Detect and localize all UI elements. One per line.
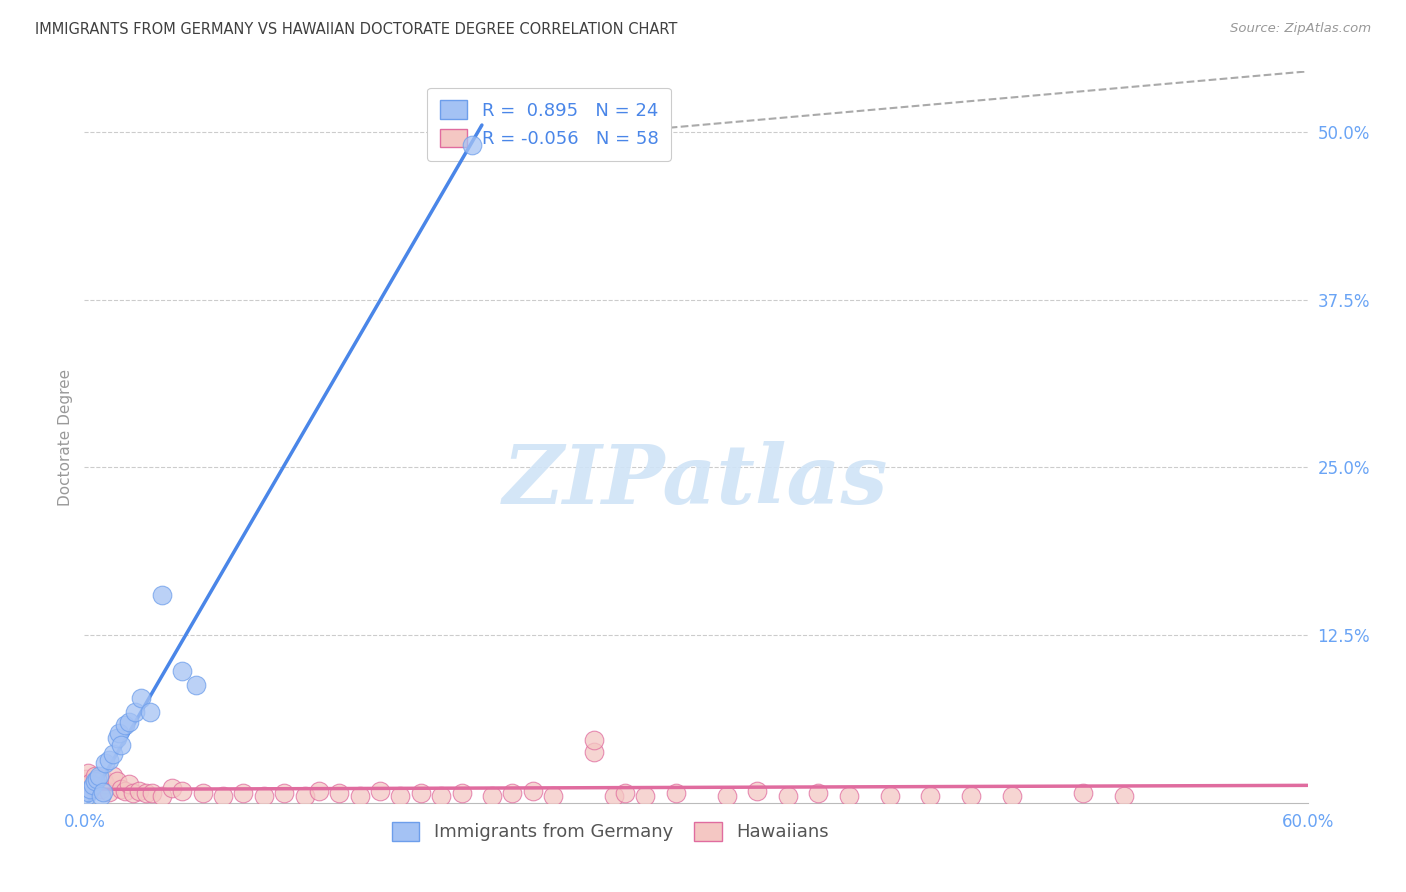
Point <box>389 789 412 803</box>
Point <box>150 588 173 602</box>
Point <box>450 786 472 800</box>
Point <box>91 772 114 786</box>
Point <box>128 783 150 797</box>
Point <box>172 783 194 797</box>
Point <box>294 789 316 803</box>
Point <box>110 738 132 752</box>
Point <box>90 789 112 803</box>
Point <box>368 783 391 797</box>
Point <box>502 786 524 800</box>
Point <box>93 777 115 791</box>
Point <box>776 789 799 803</box>
Point <box>409 786 432 800</box>
Point <box>124 705 146 719</box>
Point <box>1001 789 1024 803</box>
Point <box>349 789 371 803</box>
Point <box>135 786 157 800</box>
Point <box>191 786 214 800</box>
Point <box>461 138 484 153</box>
Point <box>613 786 636 800</box>
Point <box>481 789 503 803</box>
Point <box>807 786 830 800</box>
Point <box>108 726 131 740</box>
Point <box>141 786 163 800</box>
Point <box>82 778 104 792</box>
Point <box>114 783 136 797</box>
Point <box>75 789 97 803</box>
Legend: Immigrants from Germany, Hawaiians: Immigrants from Germany, Hawaiians <box>385 814 835 848</box>
Point <box>186 678 208 692</box>
Text: IMMIGRANTS FROM GERMANY VS HAWAIIAN DOCTORATE DEGREE CORRELATION CHART: IMMIGRANTS FROM GERMANY VS HAWAIIAN DOCT… <box>35 22 678 37</box>
Point <box>328 786 350 800</box>
Point <box>522 783 544 797</box>
Point <box>838 789 860 803</box>
Point <box>101 769 124 783</box>
Y-axis label: Doctorate Degree: Doctorate Degree <box>58 368 73 506</box>
Point <box>879 789 901 803</box>
Point <box>308 783 330 797</box>
Point <box>583 732 606 747</box>
Point <box>603 789 626 803</box>
Point <box>86 777 108 791</box>
Point <box>634 789 657 803</box>
Point <box>118 777 141 791</box>
Point <box>172 665 194 679</box>
Point <box>79 782 101 797</box>
Point <box>90 782 112 797</box>
Point <box>110 782 132 797</box>
Text: ZIPatlas: ZIPatlas <box>503 441 889 521</box>
Point <box>430 789 453 803</box>
Point <box>101 747 124 762</box>
Point <box>91 785 114 799</box>
Point <box>118 715 141 730</box>
Point <box>87 769 110 783</box>
Point <box>77 785 100 799</box>
Point <box>160 780 183 795</box>
Point <box>960 789 983 803</box>
Point <box>920 789 942 803</box>
Point <box>86 772 108 786</box>
Point <box>77 766 100 780</box>
Point <box>716 789 738 803</box>
Point <box>114 718 136 732</box>
Point <box>150 789 173 803</box>
Point <box>212 789 235 803</box>
Point <box>131 691 153 706</box>
Point <box>543 789 565 803</box>
Text: Source: ZipAtlas.com: Source: ZipAtlas.com <box>1230 22 1371 36</box>
Point <box>138 705 160 719</box>
Point <box>93 756 115 770</box>
Point <box>75 772 97 786</box>
Point <box>1073 786 1095 800</box>
Point <box>583 745 606 759</box>
Point <box>232 786 254 800</box>
Point <box>83 774 105 789</box>
Point <box>253 789 276 803</box>
Point <box>97 753 120 767</box>
Point <box>1114 789 1136 803</box>
Point <box>665 786 688 800</box>
Point <box>79 775 101 789</box>
Point <box>105 731 128 746</box>
Point <box>83 769 105 783</box>
Point <box>105 774 128 789</box>
Point <box>87 774 110 789</box>
Point <box>97 785 120 799</box>
Point <box>273 786 295 800</box>
Point <box>122 786 145 800</box>
Point <box>82 780 104 794</box>
Point <box>747 783 769 797</box>
